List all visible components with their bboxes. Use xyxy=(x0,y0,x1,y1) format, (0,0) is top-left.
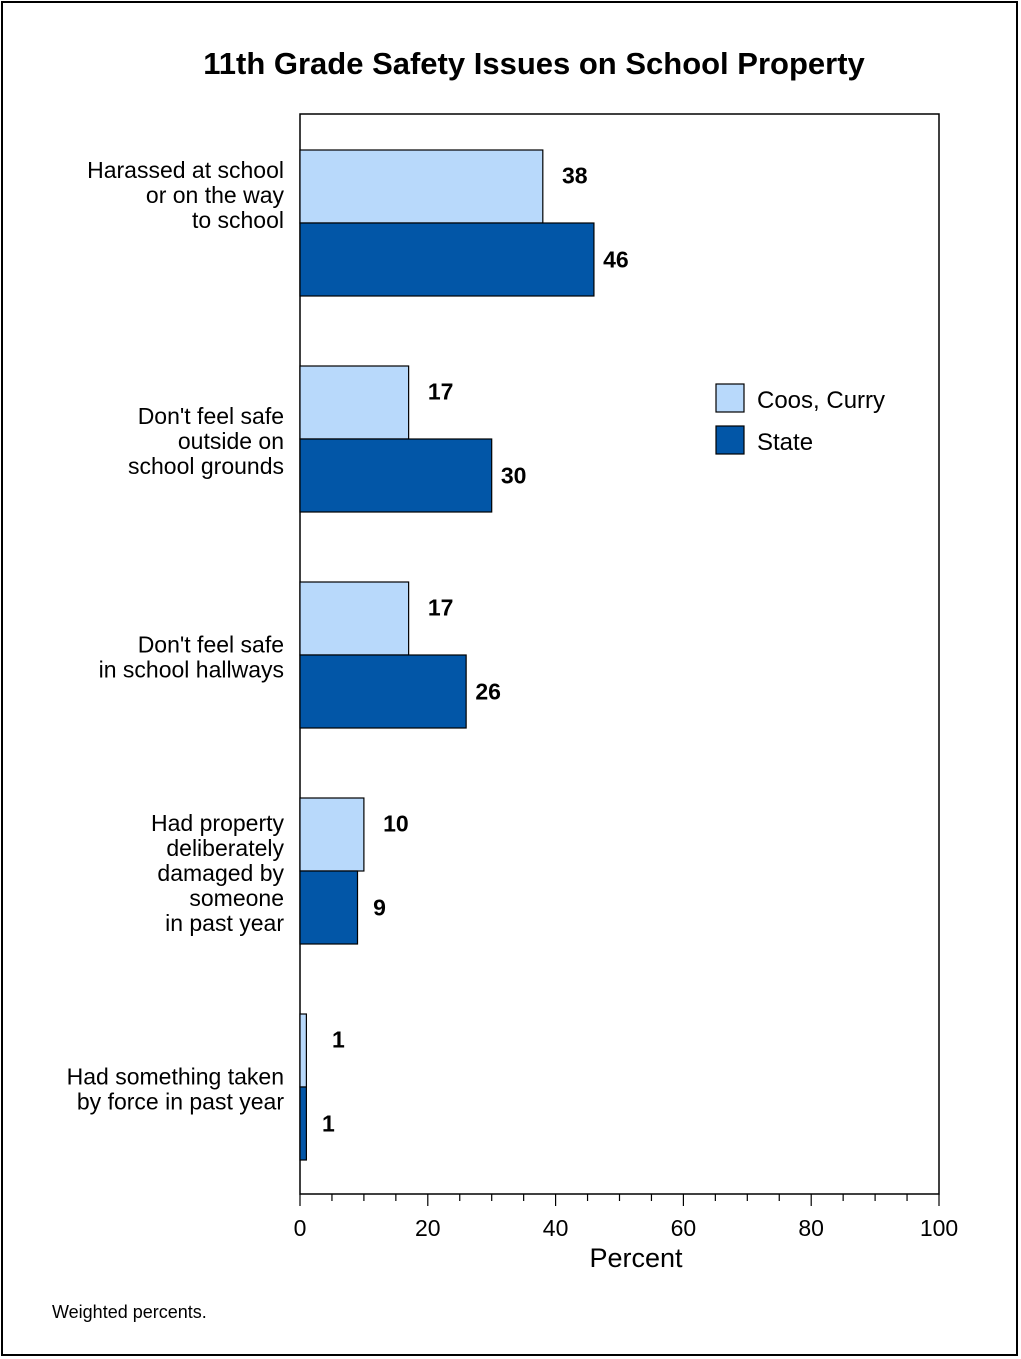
bar-value-label: 17 xyxy=(428,595,454,621)
legend: Coos, Curry State xyxy=(715,383,885,456)
category-label-line: Had property xyxy=(151,810,284,836)
bar-state xyxy=(299,222,595,297)
bar-value-label: 46 xyxy=(603,247,629,273)
category-label-line: school grounds xyxy=(128,453,284,479)
plot-area: 0 20 40 60 80 100 38 46 Harassed at school or on … xyxy=(67,113,958,1241)
legend-swatch-coos-curry xyxy=(715,383,745,413)
bar-value-label: 9 xyxy=(373,895,386,921)
bar-coos-curry xyxy=(299,581,410,656)
category-label-line: deliberately xyxy=(166,835,284,861)
bar-coos-curry xyxy=(299,797,365,872)
bar-value-label: 1 xyxy=(332,1027,345,1053)
footnote: Weighted percents. xyxy=(52,1302,207,1322)
bar-coos-curry xyxy=(299,365,410,440)
chart-title: 11th Grade Safety Issues on School Prope… xyxy=(203,46,865,81)
category-label-line: Don't feel safe xyxy=(138,403,284,429)
bar-state xyxy=(299,870,359,945)
legend-swatch-state xyxy=(715,425,745,455)
bar-state xyxy=(299,1086,307,1161)
x-tick-label: 0 xyxy=(294,1215,307,1241)
category-label-line: someone xyxy=(189,885,284,911)
bar-coos-curry xyxy=(299,1013,307,1088)
bar-value-label: 1 xyxy=(322,1111,335,1137)
bar-value-label: 30 xyxy=(501,463,527,489)
category-label-line: in school hallways xyxy=(99,657,284,683)
legend-label-state: State xyxy=(757,429,813,456)
bar-state xyxy=(299,654,467,729)
category-label-line: or on the way xyxy=(146,182,285,208)
x-tick-label: 80 xyxy=(798,1215,824,1241)
bar-coos-curry xyxy=(299,149,544,224)
bar-value-label: 38 xyxy=(562,163,588,189)
category-label-line: Harassed at school xyxy=(87,157,284,183)
bar-value-label: 26 xyxy=(475,679,501,705)
category-label: Harassed at school or on the way to school xyxy=(87,157,284,233)
x-tick-label: 60 xyxy=(671,1215,697,1241)
category-label-line: Don't feel safe xyxy=(138,632,284,658)
category-label: Don't feel safe outside on school grounds xyxy=(128,403,284,479)
bar-value-label: 10 xyxy=(383,811,409,837)
category-label: Had property deliberately damaged by someon… xyxy=(151,810,284,936)
category-label: Had something taken by force in past year xyxy=(67,1064,285,1115)
category-label: Don't feel safe in school hallways xyxy=(99,632,284,683)
bar-state xyxy=(299,438,493,513)
legend-label-coos-curry: Coos, Curry xyxy=(757,387,885,414)
bar-value-label: 17 xyxy=(428,379,454,405)
category-label-line: to school xyxy=(192,207,284,233)
category-label-line: by force in past year xyxy=(77,1089,284,1115)
category-label-line: in past year xyxy=(165,910,284,936)
x-tick-label: 40 xyxy=(543,1215,569,1241)
x-tick-label: 100 xyxy=(920,1215,958,1241)
x-tick-label: 20 xyxy=(415,1215,441,1241)
category-label-line: damaged by xyxy=(157,860,284,886)
category-label-line: Had something taken xyxy=(67,1064,284,1090)
category-label-line: outside on xyxy=(178,428,284,454)
x-axis-title: Percent xyxy=(589,1243,683,1273)
